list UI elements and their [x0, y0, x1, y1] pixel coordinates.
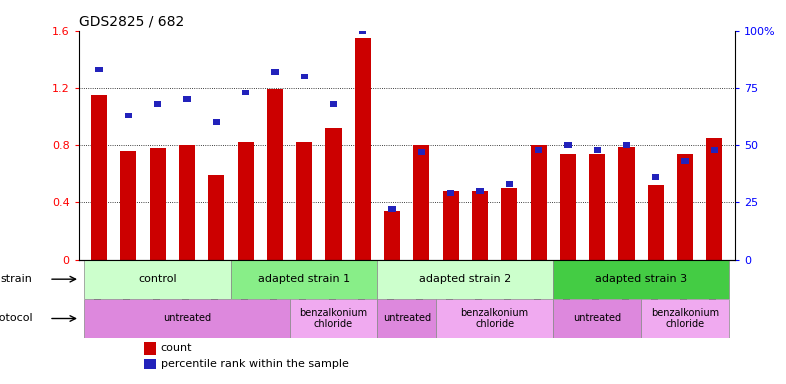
- Bar: [707, 138, 722, 260]
- Text: growth protocol: growth protocol: [0, 313, 33, 323]
- Bar: [359, 28, 366, 33]
- Bar: [648, 185, 664, 260]
- Text: benzalkonium
chloride: benzalkonium chloride: [651, 308, 719, 329]
- Bar: [447, 190, 454, 196]
- Bar: [242, 89, 249, 95]
- Bar: [443, 191, 459, 260]
- Text: benzalkonium
chloride: benzalkonium chloride: [299, 308, 368, 329]
- Bar: [505, 181, 513, 187]
- Bar: [677, 154, 693, 260]
- Text: strain: strain: [1, 274, 33, 284]
- Bar: [330, 101, 337, 107]
- Bar: [553, 260, 729, 299]
- Text: benzalkonium
chloride: benzalkonium chloride: [461, 308, 529, 329]
- Bar: [593, 147, 601, 152]
- Text: percentile rank within the sample: percentile rank within the sample: [160, 359, 348, 369]
- Bar: [501, 188, 517, 260]
- Bar: [377, 260, 553, 299]
- Bar: [267, 89, 283, 260]
- Bar: [641, 299, 729, 338]
- Bar: [95, 67, 103, 73]
- Bar: [125, 113, 132, 118]
- Text: GDS2825 / 682: GDS2825 / 682: [79, 14, 184, 28]
- Bar: [289, 299, 377, 338]
- Bar: [564, 142, 571, 148]
- Bar: [590, 154, 605, 260]
- Bar: [377, 299, 436, 338]
- Bar: [149, 148, 166, 260]
- Bar: [681, 158, 689, 164]
- Bar: [535, 147, 542, 152]
- Bar: [145, 342, 156, 355]
- Text: adapted strain 2: adapted strain 2: [419, 274, 512, 284]
- Text: adapted strain 1: adapted strain 1: [258, 274, 351, 284]
- Bar: [179, 145, 195, 260]
- Text: untreated: untreated: [573, 313, 621, 323]
- Bar: [325, 128, 342, 260]
- Text: control: control: [138, 274, 177, 284]
- Bar: [711, 147, 718, 152]
- Bar: [84, 299, 289, 338]
- Bar: [476, 188, 483, 194]
- Text: untreated: untreated: [163, 313, 211, 323]
- Bar: [145, 359, 156, 369]
- Bar: [183, 96, 191, 102]
- Bar: [417, 149, 425, 155]
- Bar: [623, 142, 630, 148]
- Bar: [531, 145, 546, 260]
- Bar: [231, 260, 377, 299]
- Bar: [388, 206, 396, 212]
- Bar: [84, 260, 231, 299]
- Bar: [354, 38, 371, 260]
- Bar: [436, 299, 553, 338]
- Text: count: count: [160, 343, 192, 353]
- Bar: [213, 119, 220, 125]
- Bar: [120, 151, 137, 260]
- Bar: [237, 142, 254, 260]
- Bar: [652, 174, 659, 180]
- Text: adapted strain 3: adapted strain 3: [595, 274, 687, 284]
- Bar: [384, 211, 400, 260]
- Bar: [296, 142, 312, 260]
- Bar: [619, 147, 634, 260]
- Bar: [472, 191, 488, 260]
- Bar: [553, 299, 641, 338]
- Bar: [300, 74, 308, 79]
- Bar: [154, 101, 161, 107]
- Bar: [91, 95, 107, 260]
- Bar: [208, 175, 224, 260]
- Bar: [271, 69, 278, 75]
- Text: untreated: untreated: [383, 313, 431, 323]
- Bar: [413, 145, 429, 260]
- Bar: [560, 154, 576, 260]
